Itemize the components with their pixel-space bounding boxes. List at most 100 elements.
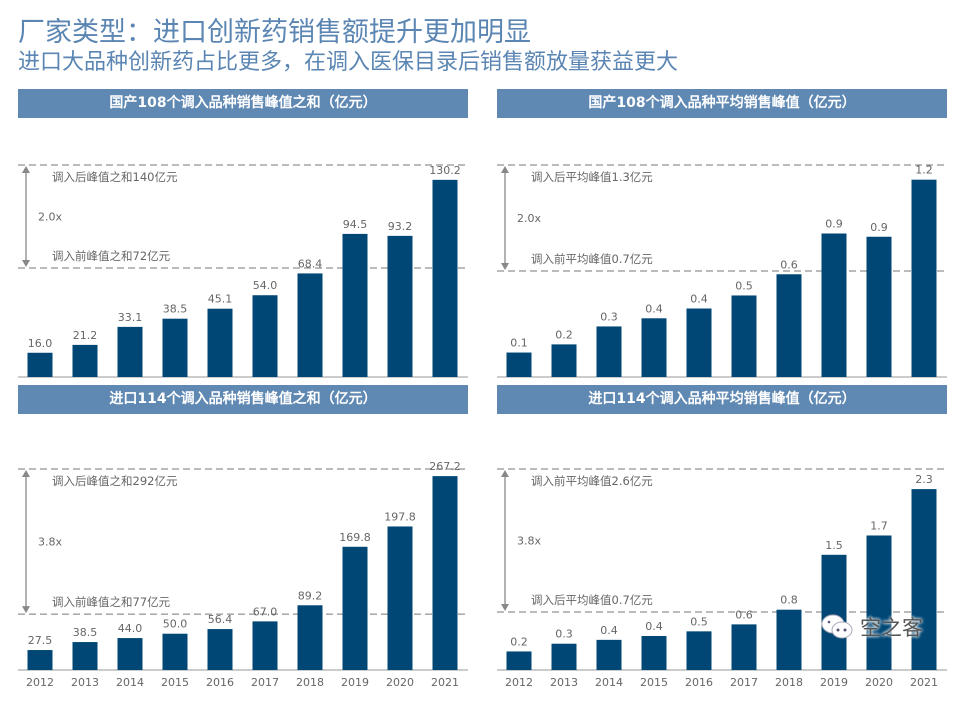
annotation-top: 调入后峰值之和140亿元 [52,170,178,184]
page-title: 厂家类型：进口创新药销售额提升更加明显 [18,17,531,48]
bar [776,609,802,670]
x-tick-label: 2016 [685,676,713,689]
chart-panel-import-avg: 进口114个调入品种平均销售峰值（亿元） 3.8x 调入前平均峰值2.6亿元 调入后… [497,385,947,702]
bar [506,352,532,377]
chart-title: 国产108个调入品种平均销售峰值（亿元） [497,89,947,118]
bar [27,650,53,670]
data-label: 169.8 [339,531,371,544]
multiple-label: 3.8x [38,536,62,549]
bar [866,236,892,377]
data-label: 50.0 [163,618,188,631]
multiple-label: 2.0x [38,210,62,223]
watermark: 空之客 [820,612,923,642]
bar [117,638,143,670]
multiple-label: 2.0x [517,212,541,225]
bar [686,631,712,670]
data-label: 0.4 [645,302,663,315]
bar [252,621,278,670]
bar [641,318,667,377]
page-subtitle: 进口大品种创新药占比更多，在调入医保目录后销售额放量获益更大 [18,50,679,75]
data-label: 267.2 [429,460,461,473]
data-label: 27.5 [28,634,53,647]
data-label: 16.0 [28,337,53,350]
x-tick-label: 2020 [865,676,893,689]
annotation-bottom: 调入前峰值之和72亿元 [52,249,171,263]
annotation-top: 调入后平均峰值1.3亿元 [531,170,653,184]
annotation-bottom: 调入前峰值之和77亿元 [52,595,171,609]
bar-chart: 2.0x调入后峰值之和140亿元调入前峰值之和72亿元16.0201221.22… [18,164,468,396]
data-label: 0.6 [735,608,753,621]
annotation-bottom: 调入前平均峰值0.7亿元 [531,252,653,266]
bar [821,233,847,377]
multiple-label: 3.8x [517,535,541,548]
data-label: 0.4 [645,620,663,633]
bar [432,179,458,377]
data-label: 0.6 [780,258,798,271]
x-tick-label: 2017 [251,676,279,689]
x-tick-label: 2015 [640,676,668,689]
data-label: 94.5 [343,218,368,231]
bar [596,639,622,670]
annotation-top: 调入前平均峰值2.6亿元 [531,474,653,488]
bar [776,274,802,377]
data-label: 0.5 [735,279,753,292]
data-label: 0.4 [690,293,708,306]
bar [207,629,233,670]
data-label: 38.5 [73,626,98,639]
chart-panel-domestic-avg: 国产108个调入品种平均销售峰值（亿元） 2.0x 调入后平均峰值1.3亿元 调入前… [497,89,947,396]
bar [551,643,577,670]
data-label: 44.0 [118,622,143,635]
watermark-text: 空之客 [860,616,923,640]
data-label: 21.2 [73,329,98,342]
x-tick-label: 2016 [206,676,234,689]
bar [731,295,757,377]
bar [342,546,368,670]
x-tick-label: 2021 [431,676,459,689]
data-label: 0.2 [555,328,573,341]
bar [866,535,892,670]
chart-panel-import-sum: 进口114个调入品种销售峰值之和（亿元） 3.8x 调入后峰值之和292亿元 调入前… [18,385,468,702]
bar [641,635,667,670]
bar [686,308,712,377]
bar [117,326,143,377]
bar [432,476,458,670]
x-tick-label: 2018 [296,676,324,689]
data-label: 56.4 [208,613,233,626]
x-tick-label: 2021 [910,676,938,689]
bar [27,352,53,377]
bar [162,633,188,670]
x-tick-label: 2013 [71,676,99,689]
data-label: 67.0 [253,605,278,618]
data-label: 0.9 [825,217,843,230]
data-label: 0.3 [555,628,573,641]
data-label: 197.8 [384,510,416,523]
bar [342,233,368,377]
data-label: 0.9 [870,221,888,234]
bar [387,235,413,377]
data-label: 38.5 [163,303,188,316]
x-tick-label: 2014 [595,676,623,689]
bar [911,489,937,670]
x-tick-label: 2012 [26,676,54,689]
data-label: 0.5 [690,615,708,628]
data-label: 0.4 [600,624,618,637]
bar [162,318,188,377]
data-label: 33.1 [118,311,143,324]
bar [596,326,622,377]
x-tick-label: 2014 [116,676,144,689]
chart-panel-domestic-sum: 国产108个调入品种销售峰值之和（亿元） 2.0x 调入后峰值之和140亿元 调入前… [18,89,468,396]
x-tick-label: 2015 [161,676,189,689]
data-label: 45.1 [208,293,233,306]
x-tick-label: 2018 [775,676,803,689]
annotation-bottom: 调入后平均峰值0.7亿元 [531,593,653,607]
bar [551,344,577,377]
data-label: 0.8 [780,594,798,607]
bar-chart: 2.0x调入后平均峰值1.3亿元调入前平均峰值0.7亿元0.120120.220… [497,164,947,396]
chart-title: 进口114个调入品种平均销售峰值（亿元） [497,385,947,414]
x-tick-label: 2020 [386,676,414,689]
data-label: 0.3 [600,310,618,323]
bar [821,554,847,670]
x-tick-label: 2019 [341,676,369,689]
